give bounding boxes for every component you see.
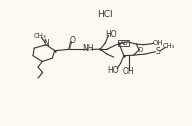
Text: HO: HO <box>105 29 117 39</box>
Text: HO: HO <box>108 66 119 75</box>
Text: S: S <box>156 46 160 56</box>
Text: OH: OH <box>123 67 134 76</box>
Text: Ab: Ab <box>120 41 128 46</box>
Text: O: O <box>70 36 75 45</box>
Text: CH₃: CH₃ <box>162 43 175 49</box>
Text: N: N <box>43 39 49 48</box>
Text: NH: NH <box>83 44 94 53</box>
Text: OH: OH <box>152 40 163 46</box>
Text: HCl: HCl <box>97 10 113 19</box>
Text: CH₃: CH₃ <box>34 33 46 39</box>
Text: O: O <box>138 46 143 53</box>
Bar <box>118 40 129 46</box>
